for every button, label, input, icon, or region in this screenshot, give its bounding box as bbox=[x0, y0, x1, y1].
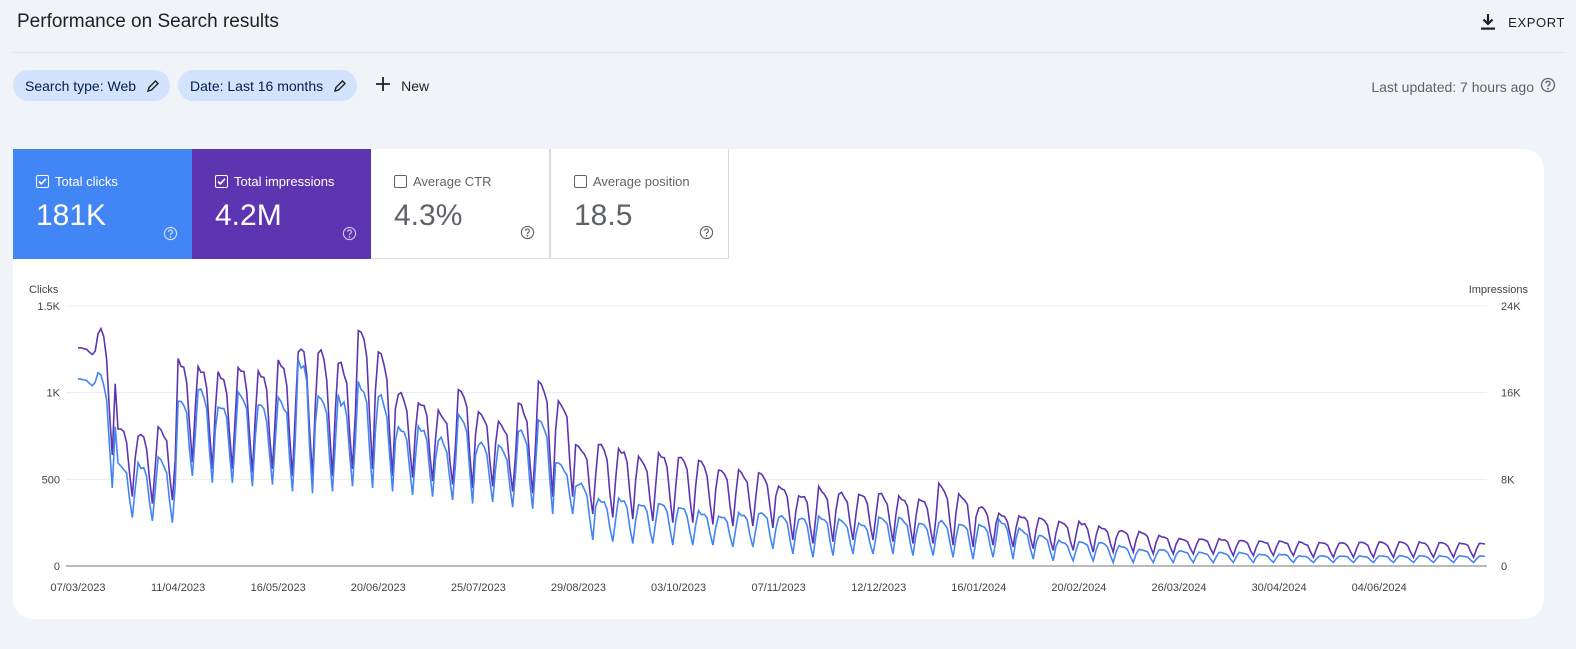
x-tick-label: 03/10/2023 bbox=[651, 582, 706, 594]
x-tick-label: 12/12/2023 bbox=[851, 582, 906, 594]
page-title: Performance on Search results bbox=[17, 11, 279, 32]
plus-icon bbox=[375, 76, 391, 95]
help-icon[interactable] bbox=[1540, 77, 1556, 96]
right-tick-label: 8K bbox=[1501, 474, 1515, 486]
metric-value: 4.2M bbox=[215, 199, 282, 232]
download-icon bbox=[1480, 13, 1496, 31]
x-tick-label: 20/06/2023 bbox=[351, 582, 406, 594]
chart-grid bbox=[66, 305, 1487, 567]
search-type-label: Search type: Web bbox=[25, 77, 137, 94]
help-icon[interactable] bbox=[163, 226, 178, 246]
last-updated-text: Last updated: 7 hours ago bbox=[1371, 78, 1534, 95]
x-tick-label: 26/03/2024 bbox=[1151, 582, 1206, 594]
metric-label-row: Total clicks bbox=[36, 174, 118, 189]
metric-value: 4.3% bbox=[394, 199, 463, 232]
checkbox-unchecked-icon[interactable] bbox=[574, 175, 587, 188]
left-tick-label: 500 bbox=[42, 474, 60, 486]
left-axis-ticks: 0 500 1K 1.5K bbox=[37, 301, 60, 573]
right-tick-label: 0 bbox=[1501, 561, 1507, 573]
x-tick-label: 30/04/2024 bbox=[1252, 582, 1307, 594]
date-label: Date: Last 16 months bbox=[190, 77, 324, 94]
page-header: Performance on Search results EXPORT bbox=[13, 0, 1565, 53]
x-tick-label: 11/04/2023 bbox=[151, 582, 205, 594]
average-position-tab[interactable]: Average position 18.5 bbox=[550, 149, 729, 259]
x-axis-ticks: 07/03/2023 11/04/2023 16/05/2023 20/06/2023… bbox=[50, 582, 1406, 594]
search-type-chip[interactable]: Search type: Web bbox=[13, 70, 171, 101]
metric-value: 181K bbox=[36, 199, 107, 232]
left-tick-label: 1.5K bbox=[37, 301, 60, 313]
export-button[interactable]: EXPORT bbox=[1480, 10, 1565, 34]
average-ctr-tab[interactable]: Average CTR 4.3% bbox=[371, 149, 550, 259]
metric-tabs: Total clicks 181K Total impressions 4.2M… bbox=[13, 149, 729, 259]
help-icon[interactable] bbox=[520, 225, 535, 245]
metric-label: Average CTR bbox=[413, 174, 492, 189]
pencil-icon bbox=[333, 79, 347, 93]
clicks-series-line bbox=[77, 359, 1486, 566]
new-label: New bbox=[401, 77, 430, 94]
right-tick-label: 24K bbox=[1501, 301, 1521, 313]
metric-label: Total impressions bbox=[234, 174, 335, 189]
total-impressions-tab[interactable]: Total impressions 4.2M bbox=[192, 149, 371, 259]
pencil-icon bbox=[146, 79, 160, 93]
right-tick-label: 16K bbox=[1501, 388, 1521, 400]
left-axis-label: Clicks bbox=[29, 284, 59, 296]
metric-label: Total clicks bbox=[55, 174, 118, 189]
x-tick-label: 25/07/2023 bbox=[451, 582, 506, 594]
right-axis-label: Impressions bbox=[1469, 284, 1529, 296]
help-icon[interactable] bbox=[699, 225, 714, 245]
export-label: EXPORT bbox=[1508, 14, 1565, 30]
metric-value: 18.5 bbox=[574, 199, 633, 232]
last-updated: Last updated: 7 hours ago bbox=[1371, 77, 1556, 96]
new-filter-button[interactable]: New bbox=[365, 70, 437, 101]
x-tick-label: 20/02/2024 bbox=[1051, 582, 1106, 594]
help-icon[interactable] bbox=[342, 226, 357, 246]
x-tick-label: 04/06/2024 bbox=[1352, 582, 1407, 594]
right-axis-ticks: 0 8K 16K 24K bbox=[1501, 301, 1521, 573]
x-tick-label: 07/11/2023 bbox=[752, 582, 806, 594]
date-chip[interactable]: Date: Last 16 months bbox=[178, 70, 358, 101]
metric-label-row: Average position bbox=[574, 174, 690, 189]
left-tick-label: 0 bbox=[54, 561, 60, 573]
x-tick-label: 16/05/2023 bbox=[251, 582, 306, 594]
metric-label-row: Total impressions bbox=[215, 174, 334, 189]
checkbox-unchecked-icon[interactable] bbox=[394, 175, 407, 188]
metric-label: Average position bbox=[593, 174, 690, 189]
checkbox-checked-icon[interactable] bbox=[36, 175, 49, 188]
x-tick-label: 07/03/2023 bbox=[50, 582, 105, 594]
x-tick-label: 29/08/2023 bbox=[551, 582, 606, 594]
total-clicks-tab[interactable]: Total clicks 181K bbox=[13, 149, 192, 259]
filter-bar: Search type: Web Date: Last 16 months Ne… bbox=[13, 70, 437, 101]
checkbox-checked-icon[interactable] bbox=[215, 175, 228, 188]
metric-label-row: Average CTR bbox=[394, 174, 492, 189]
performance-card: Total clicks 181K Total impressions 4.2M… bbox=[13, 149, 1544, 619]
left-tick-label: 1K bbox=[47, 388, 61, 400]
x-tick-label: 16/01/2024 bbox=[951, 582, 1006, 594]
